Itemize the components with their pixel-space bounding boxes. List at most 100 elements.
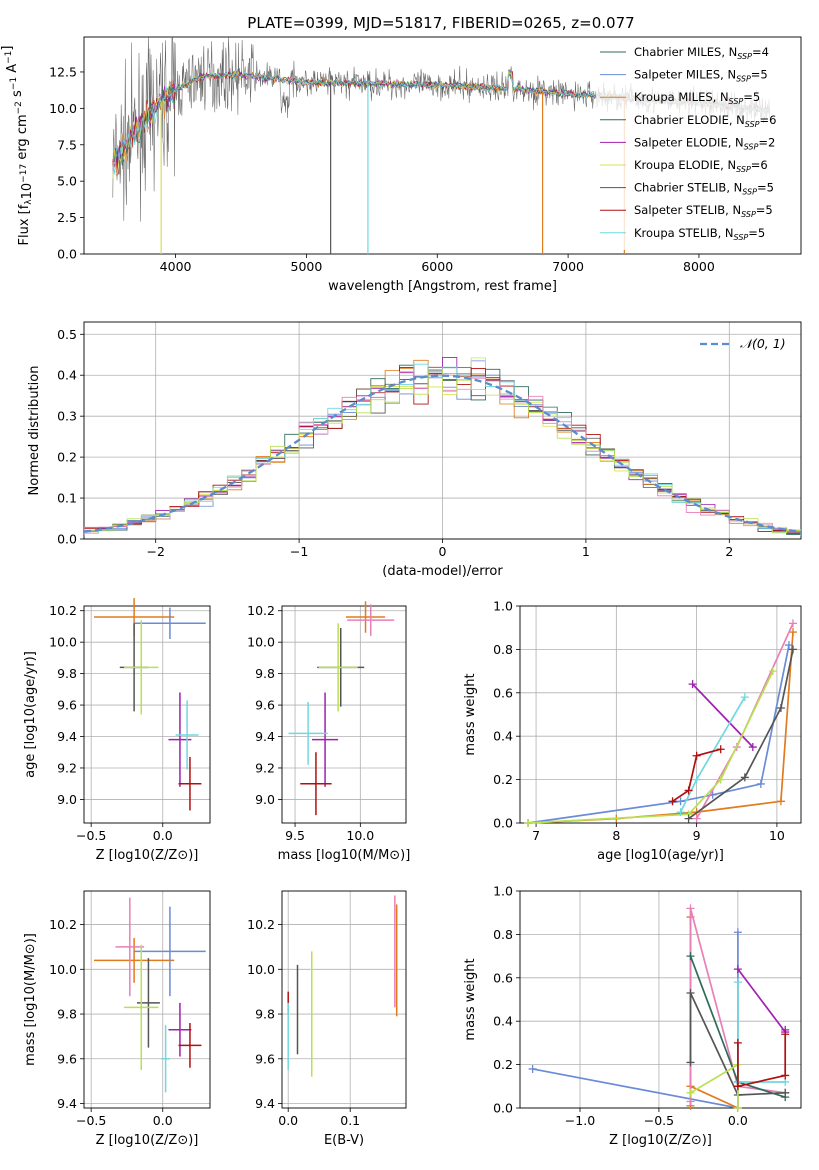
x-axis-label: (data-model)/error <box>382 564 503 579</box>
axes-frame <box>519 605 802 824</box>
legend-entry-sub: SSP <box>734 233 749 242</box>
legend-entry-sub: SSP <box>742 188 757 197</box>
mass-weight-marker <box>733 1038 742 1047</box>
mass-weight-marker <box>692 751 701 760</box>
y-axis-label: mass [log10(M/M⊙)] <box>23 933 38 1066</box>
y-label-part: −2 <box>14 101 24 114</box>
y-tick-label: 0.5 <box>57 327 77 342</box>
y-tick-label: 9.8 <box>57 1007 77 1022</box>
x-tick-label: 0.0 <box>153 1113 173 1128</box>
mass-vs-metallicity-panel: −0.5 0.0 9.4 9.6 9.8 10.0 10.2 Z [log10(Z/Z⊙)] m… <box>23 890 211 1148</box>
mass-weight-series-line <box>737 1034 787 1088</box>
x-tick-label: 9 <box>693 828 701 843</box>
y-tick-label: 0.6 <box>493 685 513 700</box>
x-tick-label: 0.0 <box>278 1113 298 1128</box>
y-tick-label: 0.4 <box>493 1014 513 1029</box>
y-tick-label: 0.4 <box>57 368 77 383</box>
y-tick-label: 0.0 <box>493 1101 513 1116</box>
x-tick-label: 9.5 <box>285 828 305 843</box>
y-tick-label: 0.0 <box>57 247 77 262</box>
y-tick-label: 0.0 <box>57 532 77 547</box>
y-tick-label: 1.0 <box>493 884 513 899</box>
residuals-panel: −2 −1 0 1 2 0.0 0.1 0.2 0.3 0.4 0.5 (data-model)/er… <box>27 321 802 579</box>
legend-entry-value: =6 <box>751 158 768 172</box>
y-tick-label: 0.0 <box>493 816 513 831</box>
y-tick-label: 0.2 <box>493 772 513 787</box>
x-axis-label: age [log10(age/yr)] <box>597 848 724 863</box>
mass-weight-marker <box>686 952 695 961</box>
mass-weight-marker <box>776 703 785 712</box>
mass-weight-marker <box>781 1030 790 1039</box>
x-tick-label: −1 <box>290 544 308 559</box>
mass-weight-marker <box>686 1058 695 1067</box>
legend-entry: Kroupa ELODIE, NSSP=6 <box>634 158 768 174</box>
legend-entry-sub: SSP <box>744 142 759 151</box>
legend-entry-label: Kroupa ELODIE, N <box>634 158 736 172</box>
y-tick-label: 10.0 <box>49 635 77 650</box>
legend-entry-sub: SSP <box>729 97 744 106</box>
y-tick-label: 9.2 <box>255 760 275 775</box>
x-tick-label: 0 <box>439 544 447 559</box>
mass-weight-marker <box>781 1088 790 1097</box>
x-tick-label: 0.1 <box>340 1113 360 1128</box>
mass-weight-marker <box>781 1071 790 1080</box>
y-axis-label: Normed distribution <box>27 366 42 496</box>
legend-entry-label: Chabrier STELIB, N <box>634 181 742 195</box>
y-tick-label: 5.0 <box>57 174 77 189</box>
mass-weight-marker <box>668 797 677 806</box>
axes-frame <box>281 605 407 824</box>
legend-entry-value: =2 <box>758 135 775 149</box>
y-tick-label: 10.0 <box>247 635 275 650</box>
y-tick-label: 1.0 <box>493 599 513 614</box>
mass-weight-marker <box>788 645 797 654</box>
x-tick-label: 4000 <box>160 259 192 274</box>
mass-weight-marker <box>524 819 533 827</box>
y-tick-label: 10.0 <box>247 962 275 977</box>
x-axis-label: Z [log10(Z/Z⊙)] <box>609 1133 712 1148</box>
mass-weight-marker <box>686 1097 695 1106</box>
legend-box <box>596 43 796 250</box>
y-tick-label: 0.6 <box>493 970 513 985</box>
mass-weight-series-line <box>688 649 794 820</box>
axes-frame <box>83 36 802 255</box>
legend-entry-value: =6 <box>760 113 777 127</box>
legend-entry-sub: SSP <box>736 165 751 174</box>
y-tick-label: 9.0 <box>255 792 275 807</box>
axes-frame <box>83 890 211 1109</box>
mass-weight-marker <box>740 693 749 702</box>
y-tick-label: 0.2 <box>57 450 77 465</box>
legend-entry: Chabrier MILES, NSSP=4 <box>634 45 769 61</box>
mass-weight-series-line <box>690 1063 739 1108</box>
y-label-part: λ <box>24 199 34 205</box>
y-tick-label: 9.6 <box>255 698 275 713</box>
y-tick-label: 9.4 <box>57 729 77 744</box>
mass-weight-marker <box>733 928 742 937</box>
residual-histogram-step <box>84 369 801 534</box>
legend-entry-sub: SSP <box>741 210 756 219</box>
y-tick-label: 10.0 <box>49 101 77 116</box>
mass-weight-marker <box>733 1104 742 1112</box>
legend-entry-value: =5 <box>743 90 760 104</box>
y-tick-label: 10.2 <box>247 603 275 618</box>
mass-weight-marker <box>686 904 695 913</box>
mass-weight-marker <box>740 773 749 782</box>
x-tick-label: 5000 <box>291 259 323 274</box>
legend-entry-label: Salpeter ELODIE, N <box>634 135 744 149</box>
mass-weight-series-line <box>672 748 721 803</box>
legend-entry-value: =5 <box>751 68 768 82</box>
legend-entry-sub: SSP <box>736 75 751 84</box>
y-label-part: ] <box>0 46 15 51</box>
legend-entry: 𝒩(0, 1) <box>740 336 786 351</box>
y-axis-label: Flux [fλ10−17 erg cm−2 s−1 A−1] <box>0 46 35 246</box>
mass-weight-marker <box>776 797 785 806</box>
mass-weight-marker <box>692 814 701 823</box>
mass-weight-marker <box>528 1064 537 1073</box>
y-tick-label: 12.5 <box>49 64 77 79</box>
legend-entry-label: Chabrier MILES, N <box>634 45 737 59</box>
mass-weight-marker <box>686 988 695 997</box>
y-tick-label: 0.4 <box>493 729 513 744</box>
y-tick-label: 9.8 <box>57 666 77 681</box>
x-axis-label: Z [log10(Z/Z⊙)] <box>96 848 199 863</box>
